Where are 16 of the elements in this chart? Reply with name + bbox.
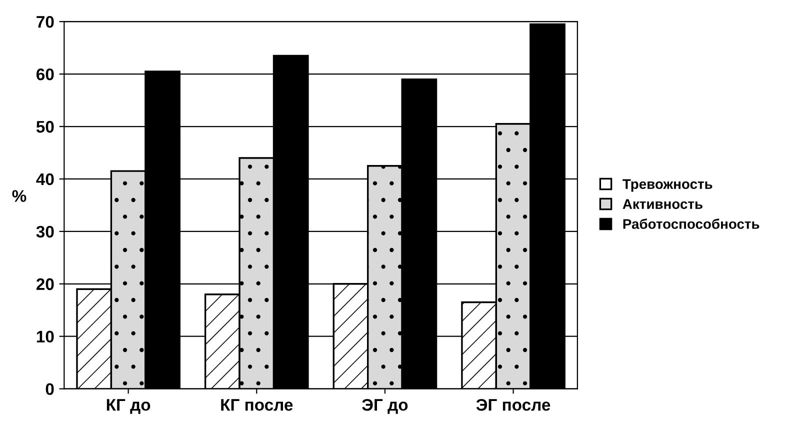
y-tick-label: 20 [36,278,54,290]
legend-label: Активность [622,199,702,209]
y-tick-label: 50 [36,120,54,133]
y-tick-label: 30 [36,226,54,238]
x-tick-label: КГ до [106,399,150,414]
y-axis-title: % [12,190,26,202]
y-tick-label: 60 [36,68,54,80]
x-tick-label: ЭГ до [362,398,408,414]
y-tick-label: 10 [36,330,54,343]
y-tick-label: 40 [36,173,54,186]
y-tick-label: 70 [36,16,54,28]
x-tick-label: КГ после [221,399,293,411]
x-tick-label: ЭГ после [476,398,550,411]
y-tick-label: 0 [46,383,54,396]
legend-label: Работоспособность [623,218,760,229]
legend-label: Тревожность [622,179,712,192]
